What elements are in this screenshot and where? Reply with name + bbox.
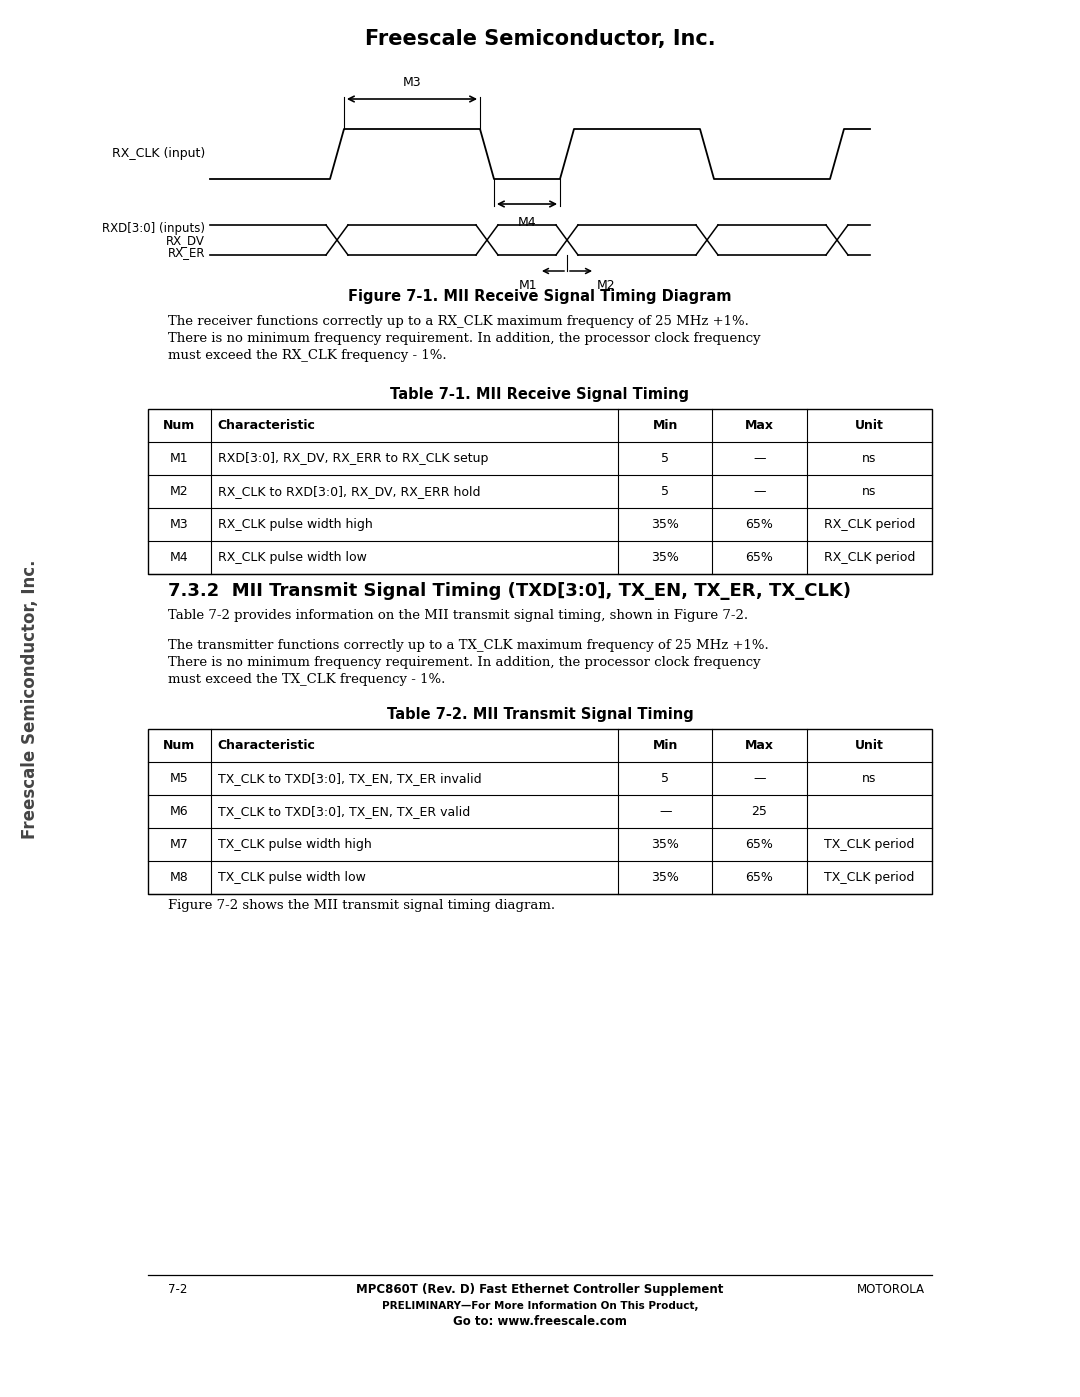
Text: TX_CLK pulse width low: TX_CLK pulse width low xyxy=(218,870,366,884)
Bar xyxy=(148,729,932,894)
Bar xyxy=(148,409,932,574)
Text: —: — xyxy=(753,485,766,497)
Text: M2: M2 xyxy=(170,485,189,497)
Text: ns: ns xyxy=(862,453,877,465)
Text: RX_CLK pulse width high: RX_CLK pulse width high xyxy=(218,518,373,531)
Text: Max: Max xyxy=(745,419,774,432)
Text: Characteristic: Characteristic xyxy=(218,739,315,752)
Text: 5: 5 xyxy=(661,773,670,785)
Text: PRELIMINARY—For More Information On This Product,: PRELIMINARY—For More Information On This… xyxy=(381,1301,699,1310)
Text: M8: M8 xyxy=(170,870,189,884)
Text: ns: ns xyxy=(862,485,877,497)
Text: 7.3.2  MII Transmit Signal Timing (TXD[3:0], TX_EN, TX_ER, TX_CLK): 7.3.2 MII Transmit Signal Timing (TXD[3:… xyxy=(168,583,851,599)
Text: MPC860T (Rev. D) Fast Ethernet Controller Supplement: MPC860T (Rev. D) Fast Ethernet Controlle… xyxy=(356,1282,724,1296)
Text: ns: ns xyxy=(862,773,877,785)
Text: TX_CLK to TXD[3:0], TX_EN, TX_ER valid: TX_CLK to TXD[3:0], TX_EN, TX_ER valid xyxy=(218,805,470,819)
Text: 7-2: 7-2 xyxy=(168,1282,187,1296)
Text: M6: M6 xyxy=(170,805,189,819)
Text: RXD[3:0], RX_DV, RX_ERR to RX_CLK setup: RXD[3:0], RX_DV, RX_ERR to RX_CLK setup xyxy=(218,453,488,465)
Text: The receiver functions correctly up to a RX_CLK maximum frequency of 25 MHz +1%.: The receiver functions correctly up to a… xyxy=(168,314,748,328)
Text: Unit: Unit xyxy=(855,419,883,432)
Text: RX_CLK period: RX_CLK period xyxy=(824,518,915,531)
Text: MOTOROLA: MOTOROLA xyxy=(858,1282,924,1296)
Text: 35%: 35% xyxy=(651,838,679,851)
Text: M1: M1 xyxy=(170,453,189,465)
Text: Num: Num xyxy=(163,419,195,432)
Text: M4: M4 xyxy=(170,550,189,564)
Text: 5: 5 xyxy=(661,453,670,465)
Text: 65%: 65% xyxy=(745,838,773,851)
Text: Min: Min xyxy=(652,739,678,752)
Text: Unit: Unit xyxy=(855,739,883,752)
Text: —: — xyxy=(753,453,766,465)
Text: M1: M1 xyxy=(518,279,537,292)
Text: M2: M2 xyxy=(597,279,616,292)
Text: The transmitter functions correctly up to a TX_CLK maximum frequency of 25 MHz +: The transmitter functions correctly up t… xyxy=(168,638,769,652)
Text: 65%: 65% xyxy=(745,550,773,564)
Text: 25: 25 xyxy=(752,805,768,819)
Text: Max: Max xyxy=(745,739,774,752)
Text: Table 7-2 provides information on the MII transmit signal timing, shown in Figur: Table 7-2 provides information on the MI… xyxy=(168,609,748,622)
Text: must exceed the RX_CLK frequency - 1%.: must exceed the RX_CLK frequency - 1%. xyxy=(168,349,447,362)
Text: Table 7-2. MII Transmit Signal Timing: Table 7-2. MII Transmit Signal Timing xyxy=(387,707,693,722)
Text: 5: 5 xyxy=(661,485,670,497)
Text: There is no minimum frequency requirement. In addition, the processor clock freq: There is no minimum frequency requiremen… xyxy=(168,332,760,345)
Text: TX_CLK period: TX_CLK period xyxy=(824,870,915,884)
Text: 65%: 65% xyxy=(745,870,773,884)
Text: M3: M3 xyxy=(403,75,421,89)
Text: 35%: 35% xyxy=(651,870,679,884)
Text: Figure 7-1. MII Receive Signal Timing Diagram: Figure 7-1. MII Receive Signal Timing Di… xyxy=(348,289,732,305)
Text: RX_CLK (input): RX_CLK (input) xyxy=(111,148,205,161)
Text: M4: M4 xyxy=(517,217,537,229)
Text: RX_CLK pulse width low: RX_CLK pulse width low xyxy=(218,550,366,564)
Text: TX_CLK to TXD[3:0], TX_EN, TX_ER invalid: TX_CLK to TXD[3:0], TX_EN, TX_ER invalid xyxy=(218,773,482,785)
Text: There is no minimum frequency requirement. In addition, the processor clock freq: There is no minimum frequency requiremen… xyxy=(168,657,760,669)
Text: Figure 7-2 shows the MII transmit signal timing diagram.: Figure 7-2 shows the MII transmit signal… xyxy=(168,900,555,912)
Text: —: — xyxy=(753,773,766,785)
Text: Go to: www.freescale.com: Go to: www.freescale.com xyxy=(454,1315,626,1329)
Text: RX_DV: RX_DV xyxy=(166,235,205,247)
Text: RXD[3:0] (inputs): RXD[3:0] (inputs) xyxy=(102,222,205,235)
Text: TX_CLK period: TX_CLK period xyxy=(824,838,915,851)
Text: Characteristic: Characteristic xyxy=(218,419,315,432)
Text: must exceed the TX_CLK frequency - 1%.: must exceed the TX_CLK frequency - 1%. xyxy=(168,673,445,686)
Text: Min: Min xyxy=(652,419,678,432)
Text: TX_CLK pulse width high: TX_CLK pulse width high xyxy=(218,838,372,851)
Text: 35%: 35% xyxy=(651,518,679,531)
Text: RX_ER: RX_ER xyxy=(167,246,205,258)
Text: Freescale Semiconductor, Inc.: Freescale Semiconductor, Inc. xyxy=(21,559,39,838)
Text: RX_CLK to RXD[3:0], RX_DV, RX_ERR hold: RX_CLK to RXD[3:0], RX_DV, RX_ERR hold xyxy=(218,485,481,497)
Text: Num: Num xyxy=(163,739,195,752)
Text: —: — xyxy=(659,805,672,819)
Text: 35%: 35% xyxy=(651,550,679,564)
Text: M7: M7 xyxy=(170,838,189,851)
Text: Freescale Semiconductor, Inc.: Freescale Semiconductor, Inc. xyxy=(365,29,715,49)
Text: Table 7-1. MII Receive Signal Timing: Table 7-1. MII Receive Signal Timing xyxy=(391,387,689,402)
Text: M3: M3 xyxy=(170,518,189,531)
Text: 65%: 65% xyxy=(745,518,773,531)
Text: RX_CLK period: RX_CLK period xyxy=(824,550,915,564)
Text: M5: M5 xyxy=(170,773,189,785)
